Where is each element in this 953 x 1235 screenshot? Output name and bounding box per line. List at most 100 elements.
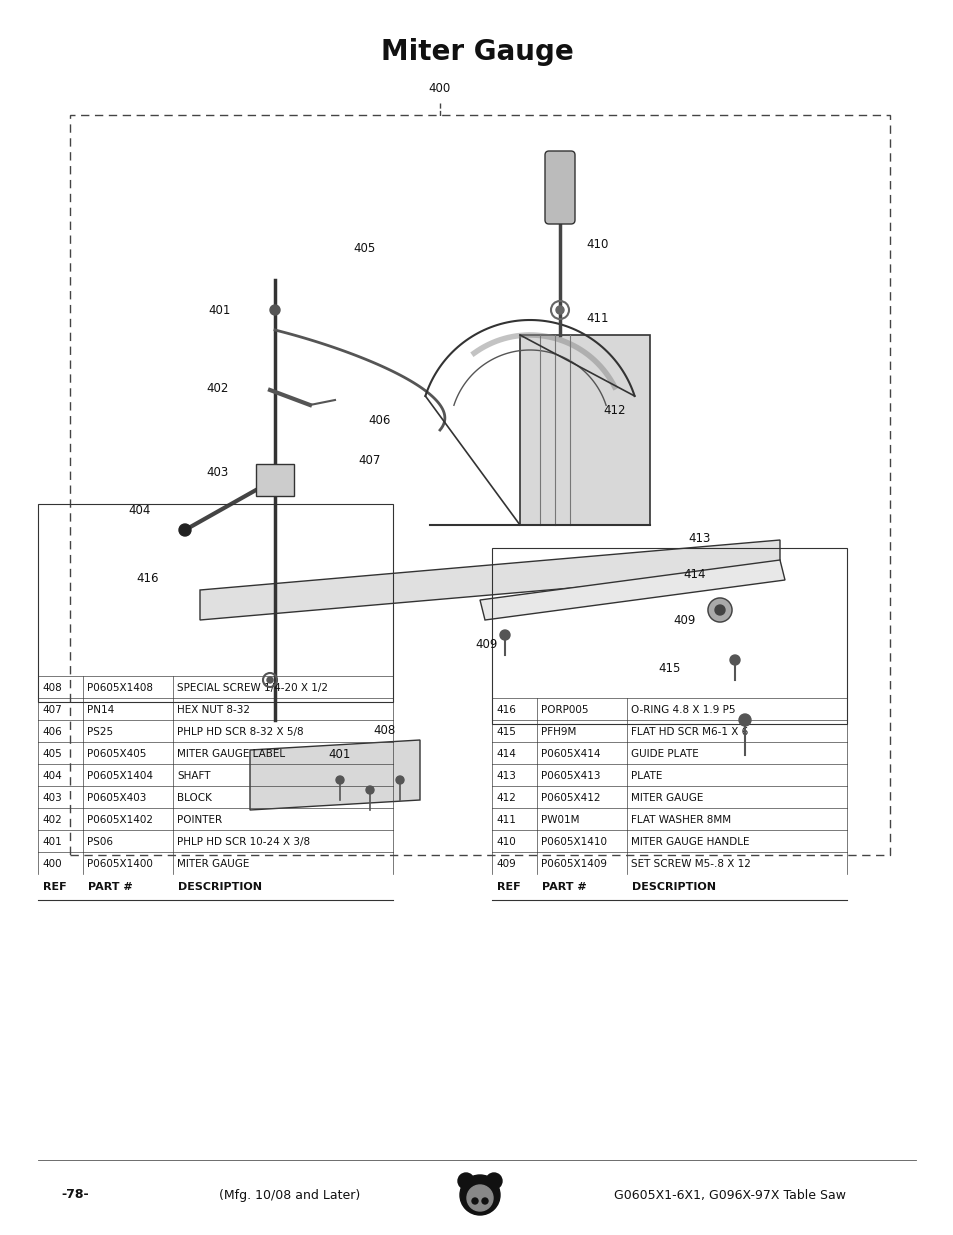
Text: -78-: -78- [61,1188,89,1202]
Text: PS06: PS06 [87,837,112,847]
FancyBboxPatch shape [544,151,575,224]
Text: 406: 406 [42,727,62,737]
Text: PORP005: PORP005 [540,705,588,715]
Text: DESCRIPTION: DESCRIPTION [631,882,716,892]
Text: PFH9M: PFH9M [540,727,576,737]
Text: PART #: PART # [541,882,586,892]
Text: P0605X1402: P0605X1402 [87,815,152,825]
Text: PART #: PART # [88,882,132,892]
Text: 412: 412 [603,404,625,416]
Text: (Mfg. 10/08 and Later): (Mfg. 10/08 and Later) [219,1188,360,1202]
Text: SET SCREW M5-.8 X 12: SET SCREW M5-.8 X 12 [630,860,750,869]
Text: P0605X1409: P0605X1409 [540,860,606,869]
Text: P0605X412: P0605X412 [540,793,599,803]
Text: 406: 406 [369,414,391,426]
Text: 403: 403 [207,467,229,479]
Text: SPECIAL SCREW 1/4-20 X 1/2: SPECIAL SCREW 1/4-20 X 1/2 [177,683,328,693]
Text: REF: REF [497,882,520,892]
Text: P0605X414: P0605X414 [540,748,599,760]
Circle shape [472,1198,477,1204]
Text: 412: 412 [496,793,516,803]
Text: 402: 402 [42,815,62,825]
Text: 416: 416 [136,572,159,584]
Polygon shape [250,740,419,810]
Text: 411: 411 [496,815,516,825]
Text: P0605X1400: P0605X1400 [87,860,152,869]
Text: 403: 403 [42,793,62,803]
Text: PHLP HD SCR 8-32 X 5/8: PHLP HD SCR 8-32 X 5/8 [177,727,303,737]
Circle shape [395,776,403,784]
Text: 413: 413 [688,531,710,545]
Text: 401: 401 [209,304,231,316]
Text: POINTER: POINTER [177,815,222,825]
Bar [492,548,846,724]
Text: 400: 400 [429,82,451,95]
Text: 411: 411 [586,311,609,325]
Text: 409: 409 [673,614,696,626]
Circle shape [335,776,344,784]
Text: 409: 409 [496,860,516,869]
Circle shape [729,655,740,664]
Circle shape [267,677,273,683]
Text: 416: 416 [496,705,516,715]
Text: 413: 413 [496,771,516,781]
Text: DESCRIPTION: DESCRIPTION [178,882,262,892]
Text: MITER GAUGE: MITER GAUGE [177,860,249,869]
Text: P0605X1408: P0605X1408 [87,683,152,693]
Text: REF: REF [43,882,67,892]
Text: 415: 415 [659,662,680,674]
Polygon shape [519,335,649,525]
Text: P0605X405: P0605X405 [87,748,146,760]
Text: P0605X413: P0605X413 [540,771,599,781]
Circle shape [707,598,731,622]
Text: P0605X403: P0605X403 [87,793,146,803]
Text: 405: 405 [42,748,62,760]
Text: 415: 415 [496,727,516,737]
Text: P0605X1404: P0605X1404 [87,771,152,781]
Circle shape [499,630,510,640]
Circle shape [459,1174,499,1215]
Circle shape [179,524,191,536]
Text: PS25: PS25 [87,727,113,737]
Circle shape [485,1173,501,1189]
Text: 408: 408 [374,724,395,736]
Text: 410: 410 [496,837,516,847]
Bar [38,504,393,701]
Text: 405: 405 [354,242,375,254]
Text: 402: 402 [207,382,229,394]
Text: 400: 400 [42,860,62,869]
Text: BLOCK: BLOCK [177,793,212,803]
Text: G0605X1-6X1, G096X-97X Table Saw: G0605X1-6X1, G096X-97X Table Saw [614,1188,845,1202]
Text: Miter Gauge: Miter Gauge [380,38,573,65]
Text: 407: 407 [358,453,381,467]
Text: 414: 414 [683,568,705,582]
Circle shape [714,605,724,615]
Circle shape [739,714,750,726]
Bar [70,115,889,855]
Text: 408: 408 [42,683,62,693]
Circle shape [366,785,374,794]
Text: 401: 401 [329,748,351,762]
Text: 404: 404 [129,504,151,516]
Circle shape [481,1198,488,1204]
Text: 414: 414 [496,748,516,760]
Circle shape [467,1186,493,1212]
Polygon shape [479,559,784,620]
Text: MITER GAUGE LABEL: MITER GAUGE LABEL [177,748,285,760]
Circle shape [556,306,563,314]
Polygon shape [200,540,780,620]
Text: 404: 404 [42,771,62,781]
Text: FLAT WASHER 8MM: FLAT WASHER 8MM [630,815,730,825]
Text: PW01M: PW01M [540,815,578,825]
Circle shape [457,1173,474,1189]
Text: MITER GAUGE HANDLE: MITER GAUGE HANDLE [630,837,749,847]
Bar [255,464,294,496]
Text: PLATE: PLATE [630,771,661,781]
Text: 401: 401 [42,837,62,847]
Text: GUIDE PLATE: GUIDE PLATE [630,748,698,760]
Text: 410: 410 [586,238,609,252]
Text: O-RING 4.8 X 1.9 P5: O-RING 4.8 X 1.9 P5 [630,705,735,715]
Text: 409: 409 [476,638,497,652]
Text: HEX NUT 8-32: HEX NUT 8-32 [177,705,250,715]
Text: P0605X1410: P0605X1410 [540,837,606,847]
